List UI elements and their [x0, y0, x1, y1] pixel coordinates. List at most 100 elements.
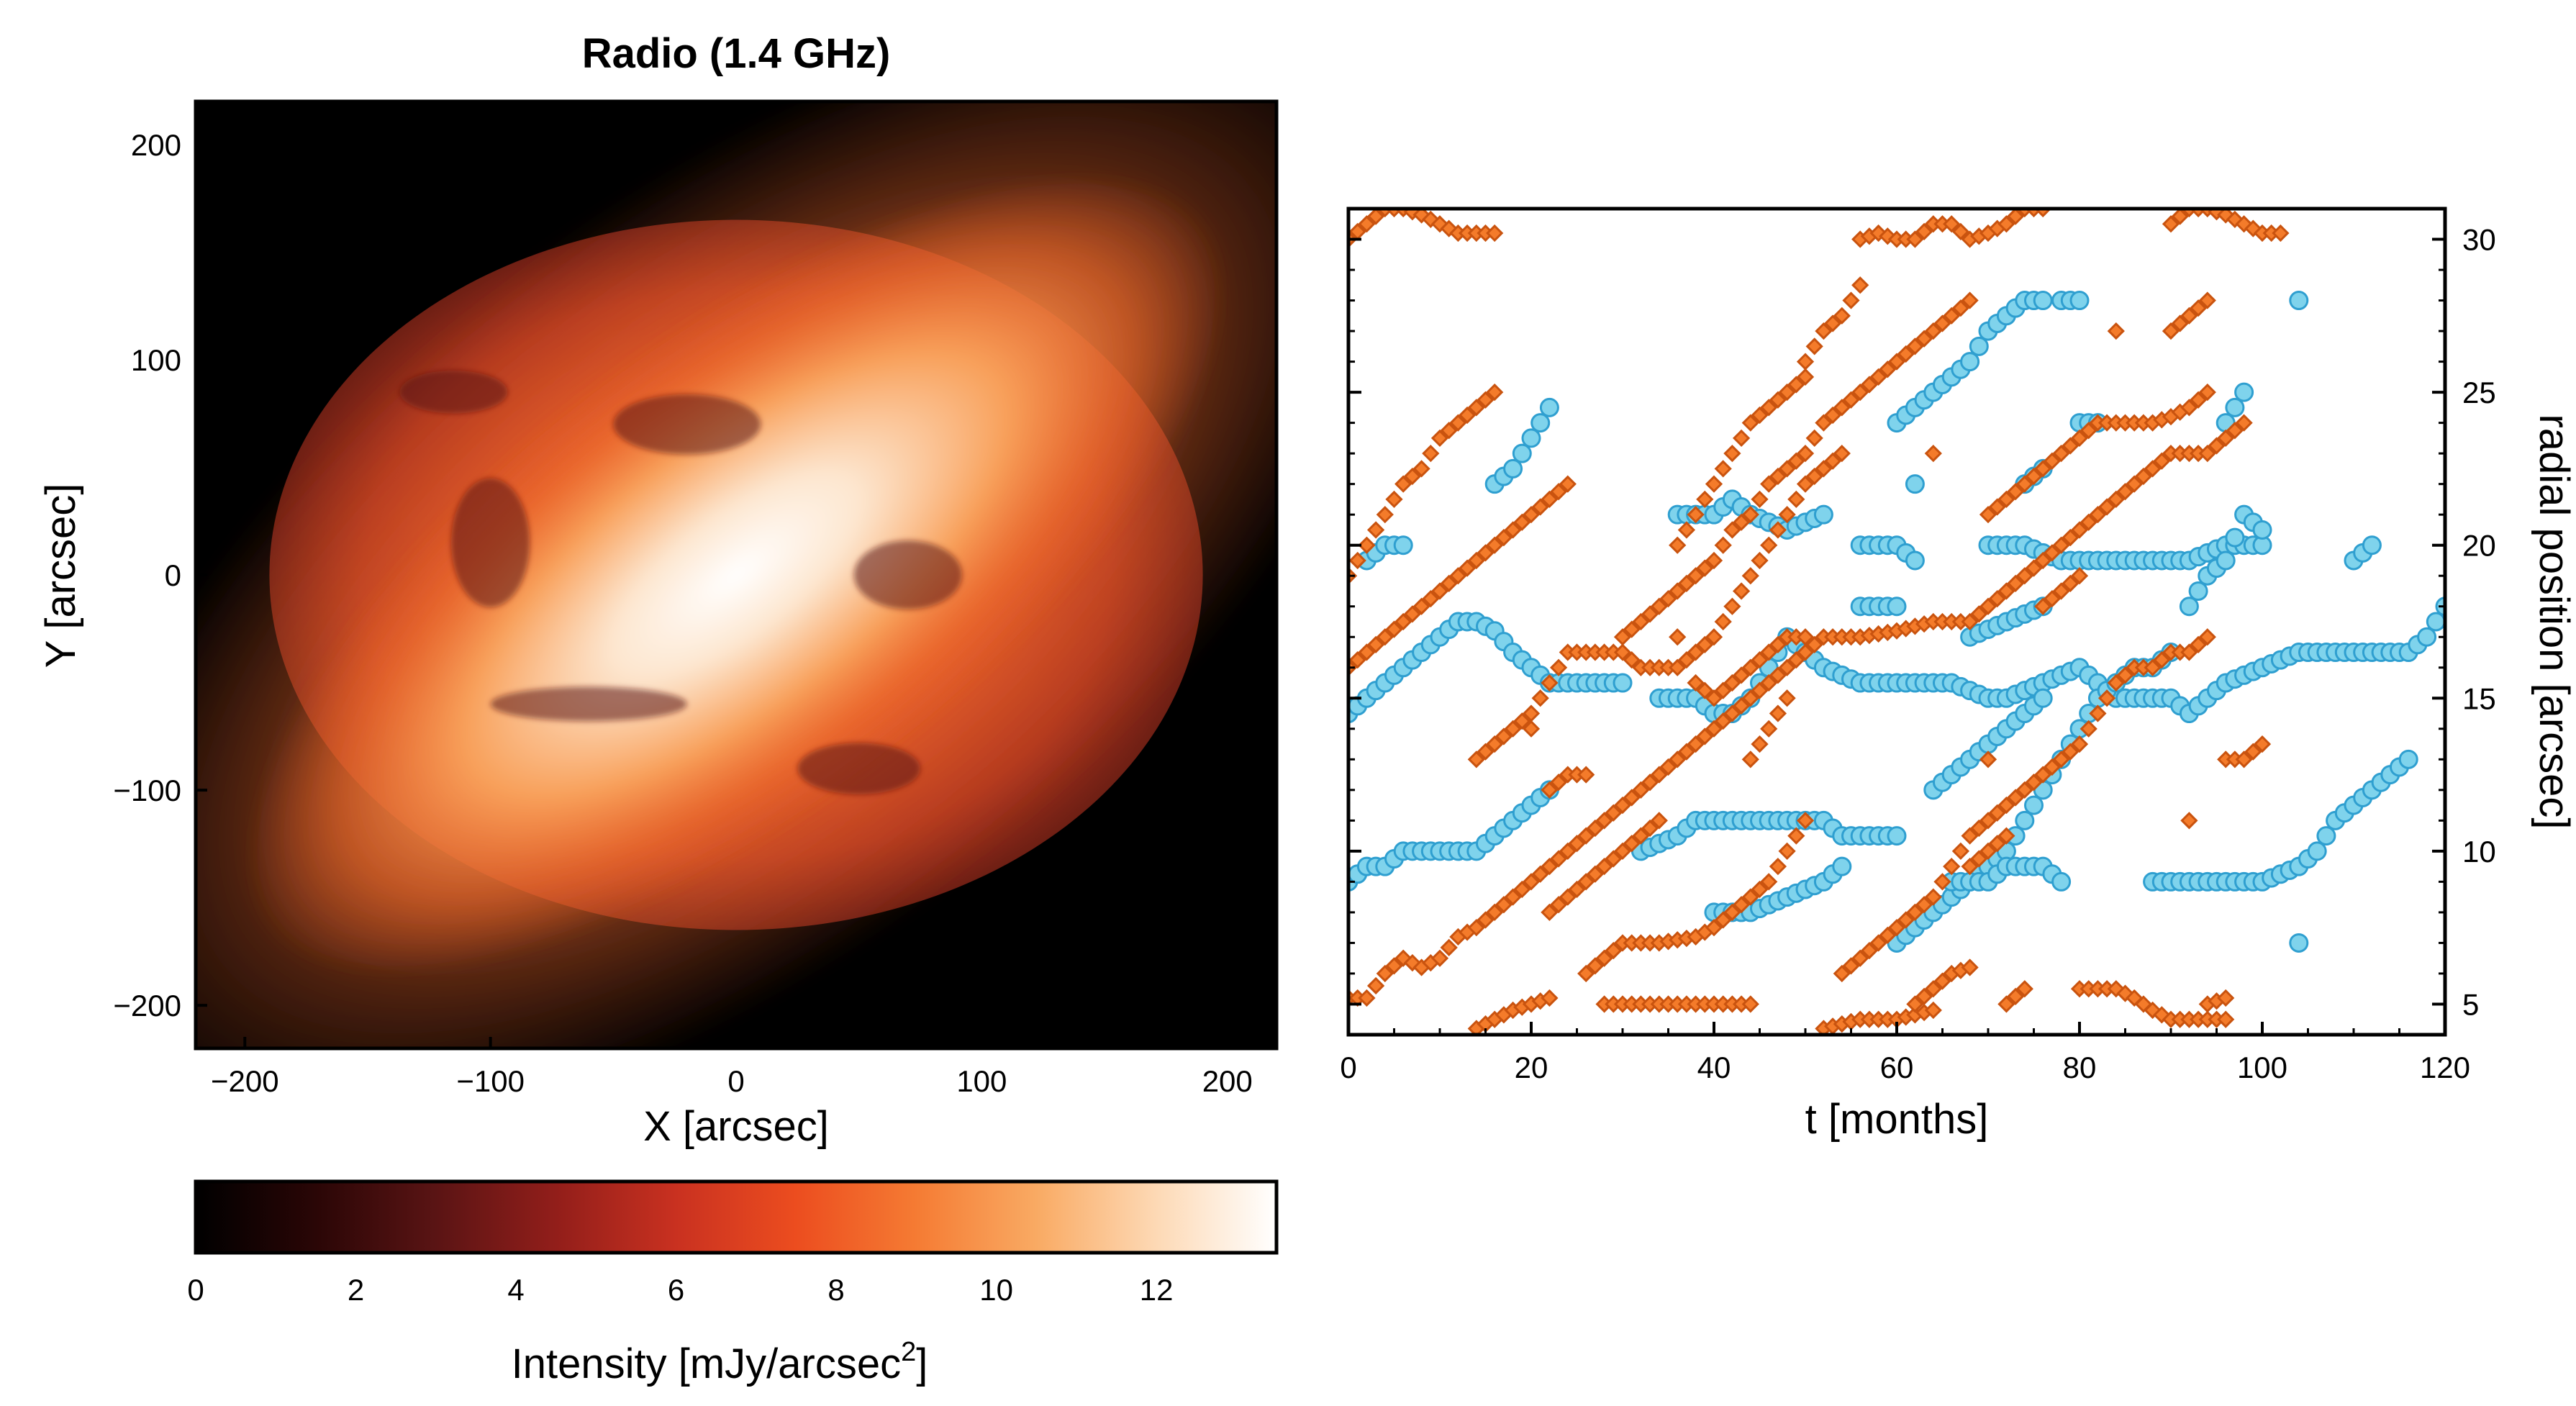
colorbar-ramp [196, 1182, 1276, 1253]
diamond-point [2217, 1010, 2235, 1028]
circle-point [2024, 795, 2044, 815]
diamond-point [1979, 842, 1997, 861]
diamond-point [1358, 215, 1376, 233]
diamond-point [2015, 475, 2033, 493]
scatter-points [1348, 209, 2445, 1035]
diamond-point [1467, 919, 1485, 937]
diamond-point [1641, 774, 1659, 792]
diamond-point [1495, 528, 1513, 547]
diamond-point [1568, 835, 1586, 853]
diamond-point [1714, 612, 1732, 631]
diamond-point [1531, 865, 1549, 883]
diamond-point [1879, 926, 1897, 944]
diamond-point [1997, 796, 2015, 815]
diamond-point [2235, 750, 2253, 768]
heatmap-x-axis-label: X [arcsec] [643, 1103, 829, 1150]
circle-point [2225, 397, 2245, 417]
diamond-point [2025, 467, 2043, 486]
scatter-x-ticks: 0 20 40 60 80 100 120 [1340, 1022, 2470, 1084]
diamond-point [1430, 429, 1449, 448]
x-tick-label: 120 [2420, 1051, 2470, 1084]
diamond-point [2180, 643, 2198, 661]
diamond-point [1997, 827, 2015, 845]
circle-point [2051, 871, 2072, 892]
diamond-point [1641, 819, 1659, 838]
diamond-point [1915, 896, 1933, 914]
heatmap-y-ticks: −200 −100 0 100 200 [113, 128, 207, 1022]
circle-point [2033, 688, 2053, 708]
circle-point [2289, 291, 2309, 311]
diamond-point [1979, 597, 1997, 615]
diamond-point [1513, 712, 1531, 730]
diamond-point [2189, 391, 2208, 409]
diamond-point [1988, 804, 2006, 822]
diamond-point [2052, 445, 2070, 463]
diamond-point [1787, 490, 1805, 509]
diamond-point [1732, 666, 1751, 684]
diamond-point [1805, 429, 1823, 448]
diamond-point [1549, 658, 1568, 676]
diamond-point [1887, 353, 1906, 371]
diamond-point [1796, 643, 1815, 661]
diamond-point [1549, 483, 1568, 501]
radial-position-scatter: 0 20 40 60 80 100 120 5 10 15 20 25 30 t [months] r… [1340, 207, 2576, 1143]
y-tick-label: −200 [113, 989, 181, 1022]
diamond-point [1376, 628, 1394, 646]
diamond-point [1440, 574, 1458, 592]
circle-point [2225, 527, 2245, 548]
diamond-point [2189, 635, 2208, 654]
diamond-point [1605, 804, 1623, 822]
diamond-point [2116, 483, 2134, 501]
diamond-point [1422, 445, 1440, 463]
diamond-point [1385, 957, 1403, 975]
diamond-point [1723, 704, 1741, 722]
diamond-point [1595, 949, 1613, 967]
diamond-point [1997, 215, 2015, 233]
diamond-point [1988, 835, 2006, 853]
scatter-background [1348, 209, 2445, 1035]
heatmap-x-ticks: −200 −100 0 100 200 [211, 1037, 1253, 1098]
diamond-point [1541, 858, 1559, 876]
diamond-point [1541, 903, 1559, 922]
diamond-point [2198, 291, 2216, 309]
diamond-point [1842, 291, 1860, 309]
diamond-point [1751, 406, 1769, 425]
diamond-point [1477, 743, 1495, 761]
diamond-point [1732, 429, 1751, 448]
y-tick-label: 0 [165, 558, 181, 592]
diamond-point [1623, 620, 1641, 638]
diamond-point [2171, 314, 2189, 332]
diamond-point [2025, 559, 2043, 577]
diamond-point [1741, 658, 1759, 676]
diamond-point [1714, 460, 1732, 478]
diamond-point [1714, 681, 1732, 699]
diamond-point [1951, 299, 1970, 317]
colorbar-tick-label: 10 [979, 1273, 1013, 1307]
circle-point [2417, 627, 2437, 647]
diamond-point [2070, 567, 2089, 585]
diamond-point [1943, 215, 1961, 233]
diamond-point [1403, 467, 1422, 486]
diamond-point [1449, 567, 1467, 585]
diamond-point [1815, 322, 1833, 340]
diamond-point [1915, 987, 1933, 1005]
diamond-point [1723, 673, 1741, 692]
diamond-point [1714, 911, 1732, 929]
diamond-point [1687, 673, 1705, 692]
diamond-point [1851, 949, 1869, 967]
y-tick-label: 30 [2462, 223, 2496, 257]
diamond-point [1486, 383, 1504, 402]
diamond-point [1623, 651, 1641, 669]
circle-point [1969, 336, 1989, 356]
diamond-point [1943, 307, 1961, 325]
diamond-point [1741, 689, 1759, 707]
diamond-point [1586, 819, 1605, 838]
diamond-point [2052, 536, 2070, 554]
diamond-point [2070, 735, 2089, 753]
diamond-point [1595, 858, 1613, 876]
diamond-point [1467, 750, 1485, 768]
diamond-point [1970, 819, 1988, 838]
diamond-point [1412, 209, 1430, 224]
x-tick-label: 100 [956, 1064, 1007, 1098]
circle-point [2252, 520, 2272, 540]
